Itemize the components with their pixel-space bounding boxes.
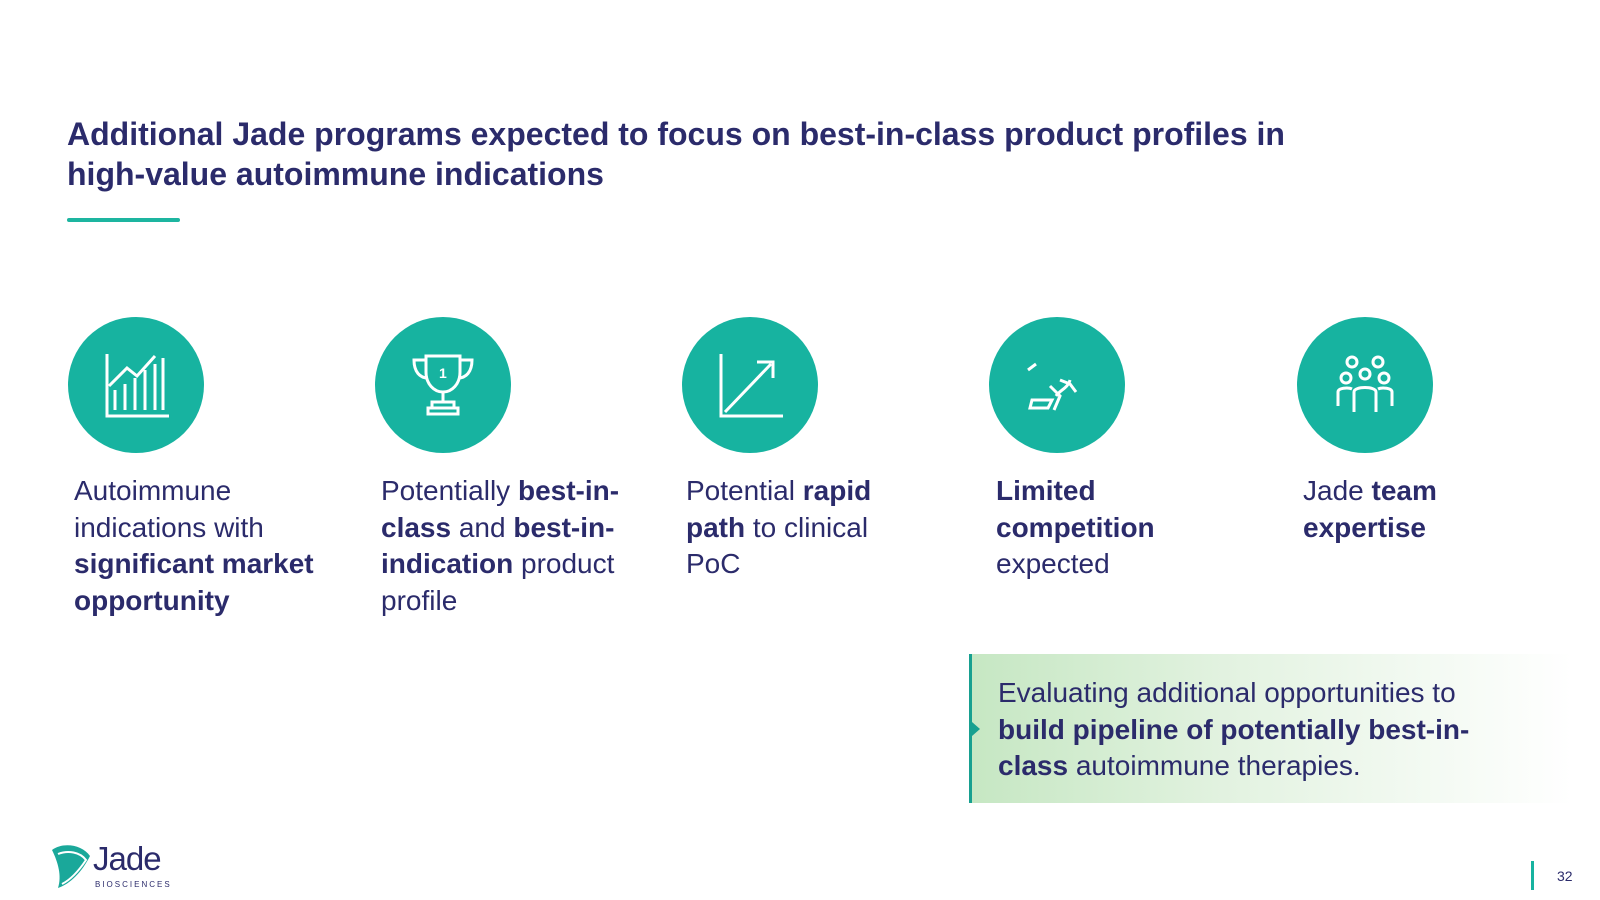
bold-text: Limited competition xyxy=(996,475,1155,543)
text: product profile xyxy=(381,548,615,616)
text: Potential xyxy=(686,475,803,506)
icon-team xyxy=(1297,317,1433,453)
text: and xyxy=(451,511,514,543)
bold-text: best-in-indication xyxy=(381,511,615,580)
icon-chart xyxy=(68,317,204,453)
callout-arrow xyxy=(972,722,980,736)
item-text: Jade team expertise xyxy=(1303,473,1543,546)
text: to clinical PoC xyxy=(686,511,869,580)
logo-subtitle: BIOSCIENCES xyxy=(95,880,172,889)
icon-growth xyxy=(682,317,818,453)
text: expected xyxy=(996,548,1110,579)
item-text: Limited competition expected xyxy=(996,473,1236,583)
bold-text: team expertise xyxy=(1303,475,1437,543)
bold-text: best-in-class xyxy=(381,475,620,543)
icon-competition xyxy=(989,317,1125,453)
title-underline xyxy=(67,218,180,222)
item-text: Potential rapid path to clinical PoC xyxy=(686,473,926,583)
item-text: Autoimmune indications with significant … xyxy=(74,473,314,619)
svg-text:1: 1 xyxy=(439,365,447,381)
text: Jade xyxy=(1303,475,1372,506)
text: Potentially xyxy=(381,475,518,506)
logo: Jade BIOSCIENCES xyxy=(48,840,170,895)
item-text: Potentially best-in-class and best-in-in… xyxy=(381,473,621,619)
callout-box: Evaluating additional opportunities to b… xyxy=(969,654,1572,803)
bold-text: rapid path xyxy=(686,475,872,543)
callout-text: Evaluating additional opportunities to b… xyxy=(998,675,1528,785)
page-bar xyxy=(1531,861,1534,890)
logo-name: Jade xyxy=(93,840,162,877)
bold-text: build pipeline of potentially best-in-cl… xyxy=(998,713,1470,782)
page-number: 32 xyxy=(1557,868,1573,884)
icon-trophy: 1 xyxy=(375,317,511,453)
bold-text: significant market opportunity xyxy=(74,548,314,616)
text: Autoimmune indications with xyxy=(74,475,264,543)
logo-mark xyxy=(52,845,90,888)
text: autoimmune therapies. xyxy=(1068,750,1361,781)
slide-title: Additional Jade programs expected to foc… xyxy=(67,116,1285,192)
text: Evaluating additional opportunities to xyxy=(998,677,1456,708)
